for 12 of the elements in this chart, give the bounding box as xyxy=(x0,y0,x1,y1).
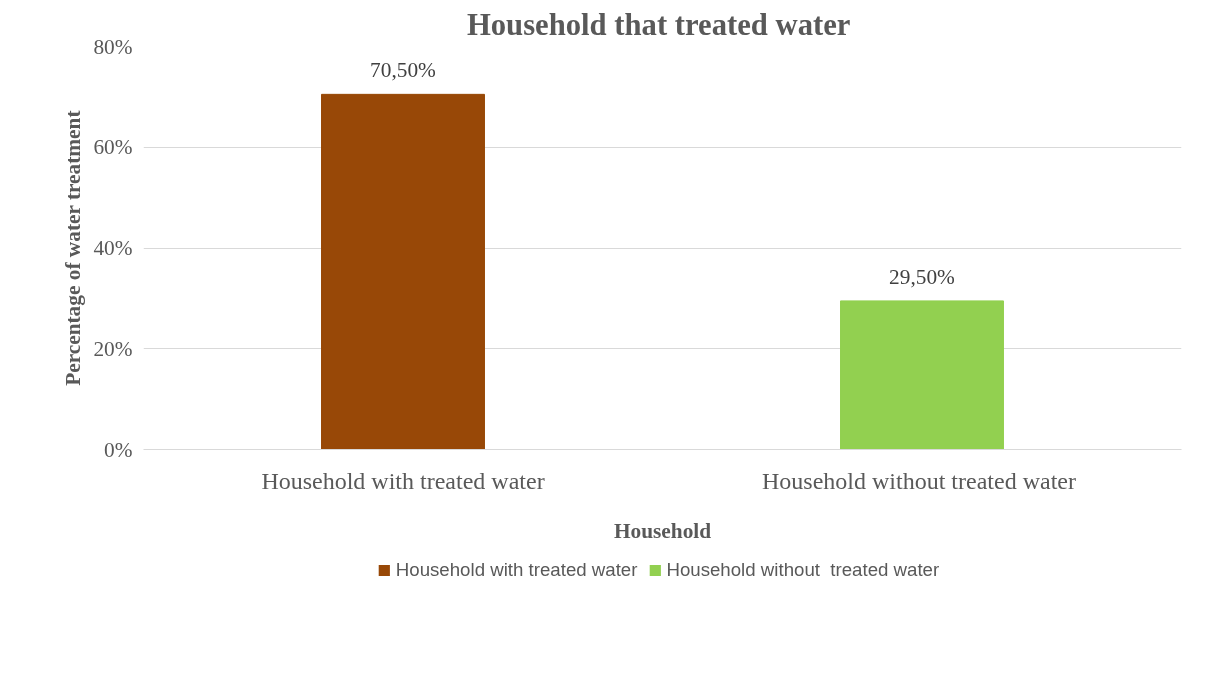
data-label: 70,50% xyxy=(370,58,437,83)
y-axis-title: Percentage of water treatment xyxy=(61,109,86,386)
x-axis-title: Household xyxy=(613,518,712,543)
y-tick-label: 20% xyxy=(93,336,133,361)
y-tick-label: 80% xyxy=(93,34,133,59)
data-label: 29,50% xyxy=(889,264,956,289)
y-tick-label: 40% xyxy=(93,236,133,260)
y-tick-label: 0% xyxy=(104,437,133,462)
y-tick-label: 60% xyxy=(93,135,133,160)
chart-title: Household that treated water xyxy=(466,7,851,42)
legend-label: Household without treated water xyxy=(666,559,940,581)
legend-label: Household with treated water xyxy=(395,559,638,581)
